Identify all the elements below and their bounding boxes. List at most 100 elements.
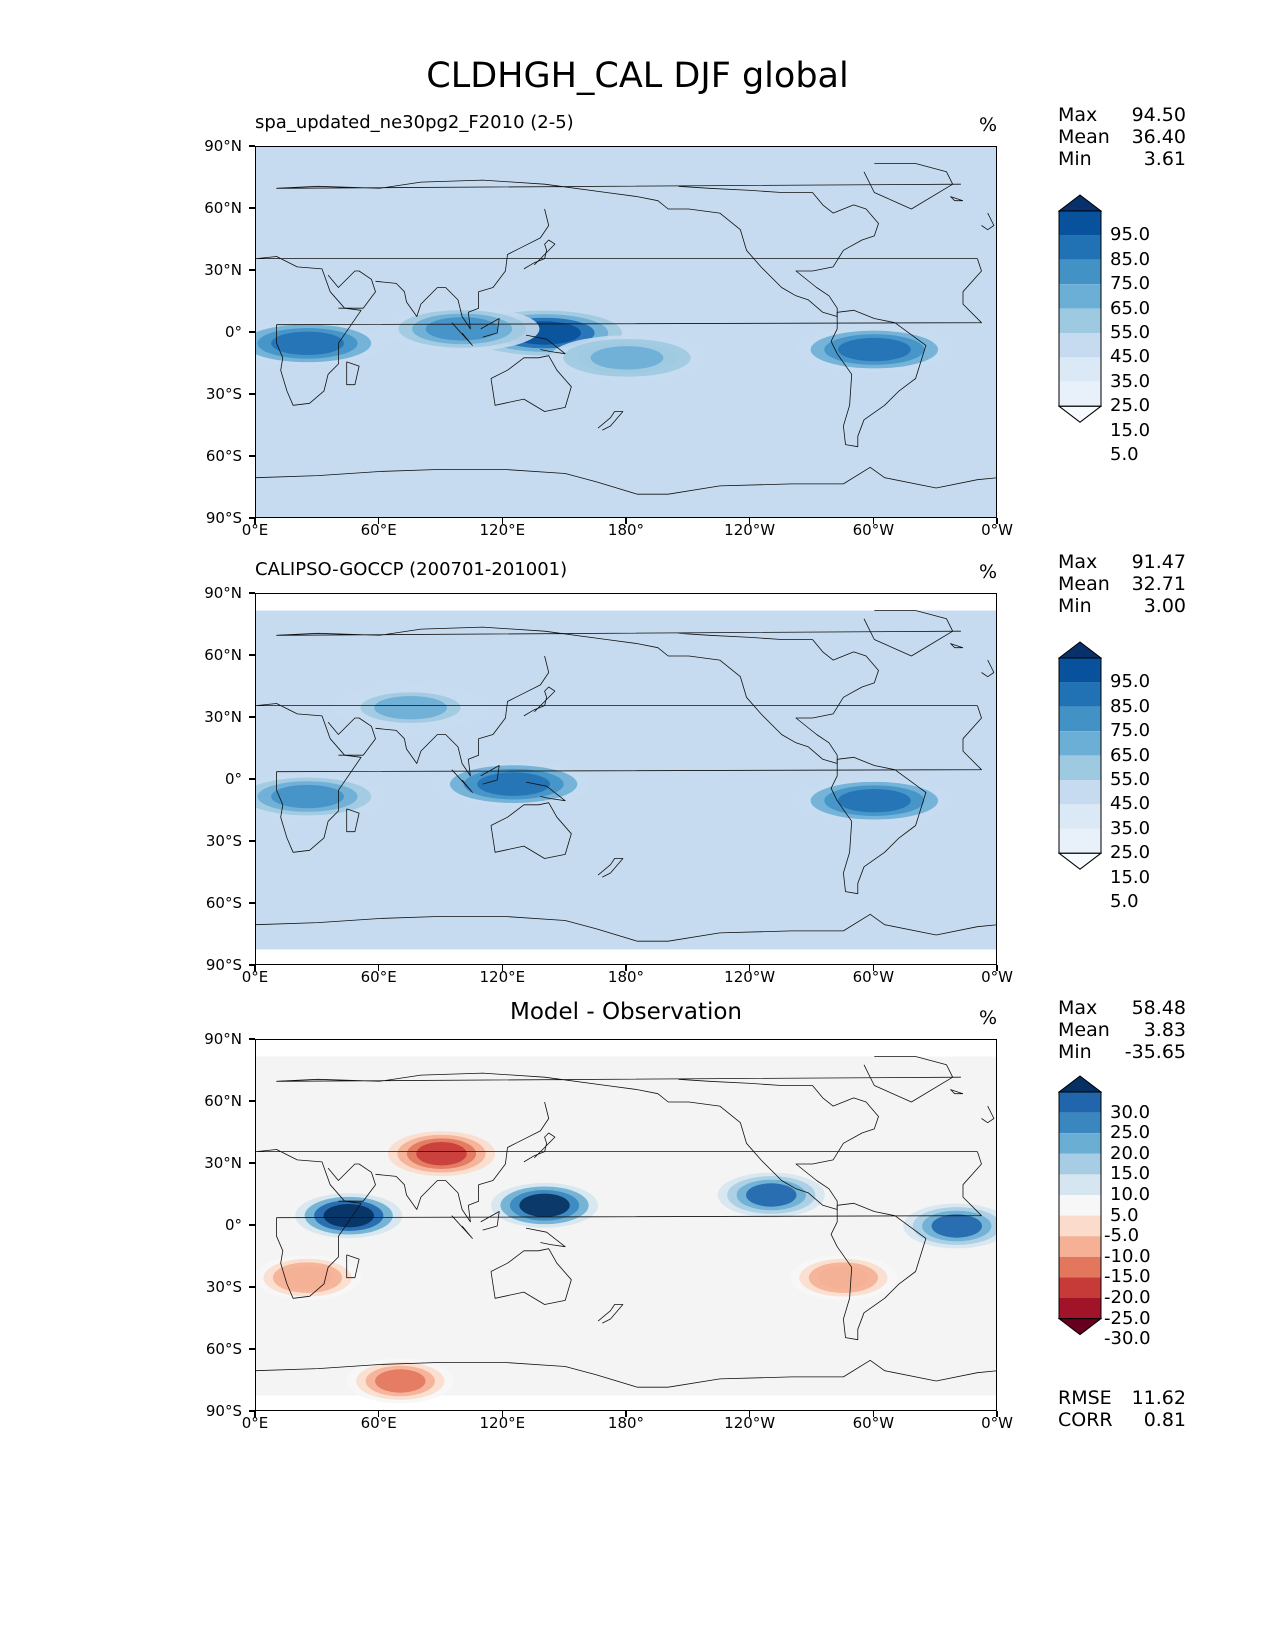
coastline bbox=[256, 1149, 982, 1299]
colorbar-tick-label: 15.0 bbox=[1110, 419, 1151, 441]
y-tick-label: 60°N bbox=[204, 646, 242, 664]
coastline bbox=[256, 703, 982, 853]
colorbar-tick-label: 85.0 bbox=[1110, 248, 1151, 270]
stat-name: CORR bbox=[1058, 1409, 1113, 1431]
colorbar-extend-top bbox=[1057, 1075, 1103, 1093]
field-contour bbox=[375, 1369, 426, 1393]
coastline bbox=[327, 270, 376, 309]
colorbar-segment bbox=[1059, 780, 1101, 805]
colorbar-segment bbox=[1059, 381, 1101, 407]
x-tick-mark bbox=[872, 518, 875, 524]
field-contour bbox=[271, 784, 344, 809]
coastline bbox=[375, 208, 550, 330]
y-tick-mark bbox=[249, 455, 255, 457]
colorbar-tick-label: 5.0 bbox=[1110, 1204, 1139, 1226]
panel-difference: Model - Observation% 90°N 60°N 30°N 0° 30°S 60… bbox=[0, 997, 1275, 1475]
y-tick-label: 90°N bbox=[204, 584, 242, 602]
y-tick-mark bbox=[249, 517, 255, 519]
colorbar-tick-label: -25.0 bbox=[1104, 1307, 1151, 1329]
y-tick-label: 60°N bbox=[204, 199, 242, 217]
colorbar-tick-label: -10.0 bbox=[1104, 1245, 1151, 1267]
stat-value: 32.71 bbox=[1131, 573, 1186, 595]
y-tick-mark bbox=[249, 1348, 255, 1350]
colorbar-tick-label: 75.0 bbox=[1110, 273, 1151, 295]
colorbar-outline bbox=[1058, 210, 1102, 407]
coastline bbox=[597, 411, 624, 431]
x-tick-mark bbox=[501, 518, 504, 524]
coastline bbox=[276, 626, 961, 764]
y-tick-label: 30°S bbox=[205, 832, 242, 850]
coastline bbox=[981, 1105, 995, 1124]
colorbar-segment bbox=[1059, 308, 1101, 333]
y-tick-mark bbox=[249, 964, 255, 966]
field-feature bbox=[796, 327, 952, 372]
x-tick-mark bbox=[625, 1411, 627, 1417]
colorbar-segment bbox=[1059, 1298, 1101, 1319]
coastline bbox=[525, 334, 566, 355]
y-tick-mark bbox=[249, 207, 255, 209]
coastline bbox=[451, 1215, 473, 1239]
y-tick-label: 0° bbox=[224, 770, 242, 788]
colorbar-outline bbox=[1058, 657, 1102, 854]
x-tick-mark bbox=[501, 965, 504, 971]
x-tick-label: 120°E bbox=[479, 521, 526, 539]
colorbar-segment bbox=[1059, 1133, 1101, 1154]
coastline bbox=[523, 239, 556, 270]
stat-value: 36.40 bbox=[1131, 126, 1186, 148]
colorbar bbox=[1057, 194, 1103, 423]
x-tick-mark bbox=[254, 1411, 256, 1417]
stat-name: Max bbox=[1058, 104, 1098, 126]
coastline bbox=[451, 769, 473, 793]
colorbar-tick-label: 55.0 bbox=[1110, 322, 1151, 343]
stat-name: Mean bbox=[1058, 573, 1110, 595]
y-tick-label: 0° bbox=[224, 1216, 242, 1234]
colorbar-extend-top bbox=[1057, 194, 1103, 212]
field-feature bbox=[387, 1131, 496, 1177]
x-tick-label: 120°E bbox=[479, 968, 526, 986]
y-tick-mark bbox=[249, 1286, 255, 1288]
colorbar-tick-label: 25.0 bbox=[1110, 1122, 1151, 1144]
coastline bbox=[863, 163, 954, 210]
coastline bbox=[863, 610, 954, 657]
field-contour bbox=[837, 337, 911, 362]
field-contour bbox=[416, 1141, 467, 1166]
field-contour bbox=[374, 695, 447, 720]
coastline bbox=[981, 659, 995, 678]
x-tick-label: 0°W bbox=[981, 1414, 1013, 1432]
x-tick-label: 0°W bbox=[981, 968, 1013, 986]
y-tick-label: 30°S bbox=[205, 1278, 242, 1296]
field-contour bbox=[818, 1265, 869, 1290]
x-tick-mark bbox=[254, 518, 256, 524]
coastline bbox=[346, 808, 360, 833]
y-tick-label: 60°S bbox=[205, 1340, 242, 1358]
coastline bbox=[525, 781, 566, 802]
x-tick-mark bbox=[996, 965, 998, 971]
stat-name: RMSE bbox=[1058, 1387, 1112, 1409]
y-tick-mark bbox=[249, 331, 255, 333]
colorbar-tick-label: 65.0 bbox=[1110, 744, 1151, 766]
colorbar bbox=[1057, 641, 1103, 870]
colorbar-tick-label: 15.0 bbox=[1110, 866, 1151, 888]
field-feature bbox=[333, 685, 488, 731]
x-tick-mark bbox=[254, 965, 256, 971]
x-tick-label: 120°W bbox=[724, 521, 776, 539]
colorbar-tick-label: -5.0 bbox=[1104, 1225, 1140, 1247]
colorbar-tick-label: 95.0 bbox=[1110, 671, 1151, 693]
coastline bbox=[597, 858, 624, 878]
coastline bbox=[480, 765, 500, 785]
x-tick-mark bbox=[748, 518, 751, 524]
field-contour bbox=[519, 1193, 570, 1218]
rmse-corr-block: RMSE 11.62 CORR 0.81 bbox=[1058, 1387, 1186, 1431]
y-tick-mark bbox=[249, 1224, 255, 1226]
coastline bbox=[451, 322, 473, 346]
y-tick-label: 60°N bbox=[204, 1092, 242, 1110]
stat-value: 3.00 bbox=[1143, 595, 1186, 617]
x-tick-label: 120°E bbox=[479, 1414, 526, 1432]
x-tick-label: 180° bbox=[607, 968, 645, 986]
stat-value: 11.62 bbox=[1131, 1387, 1186, 1409]
coastline bbox=[523, 1132, 556, 1163]
colorbar-tick-label: 45.0 bbox=[1110, 346, 1151, 368]
field-feature bbox=[436, 761, 591, 807]
coastline bbox=[950, 196, 964, 202]
x-tick-label: 60°W bbox=[852, 521, 895, 539]
